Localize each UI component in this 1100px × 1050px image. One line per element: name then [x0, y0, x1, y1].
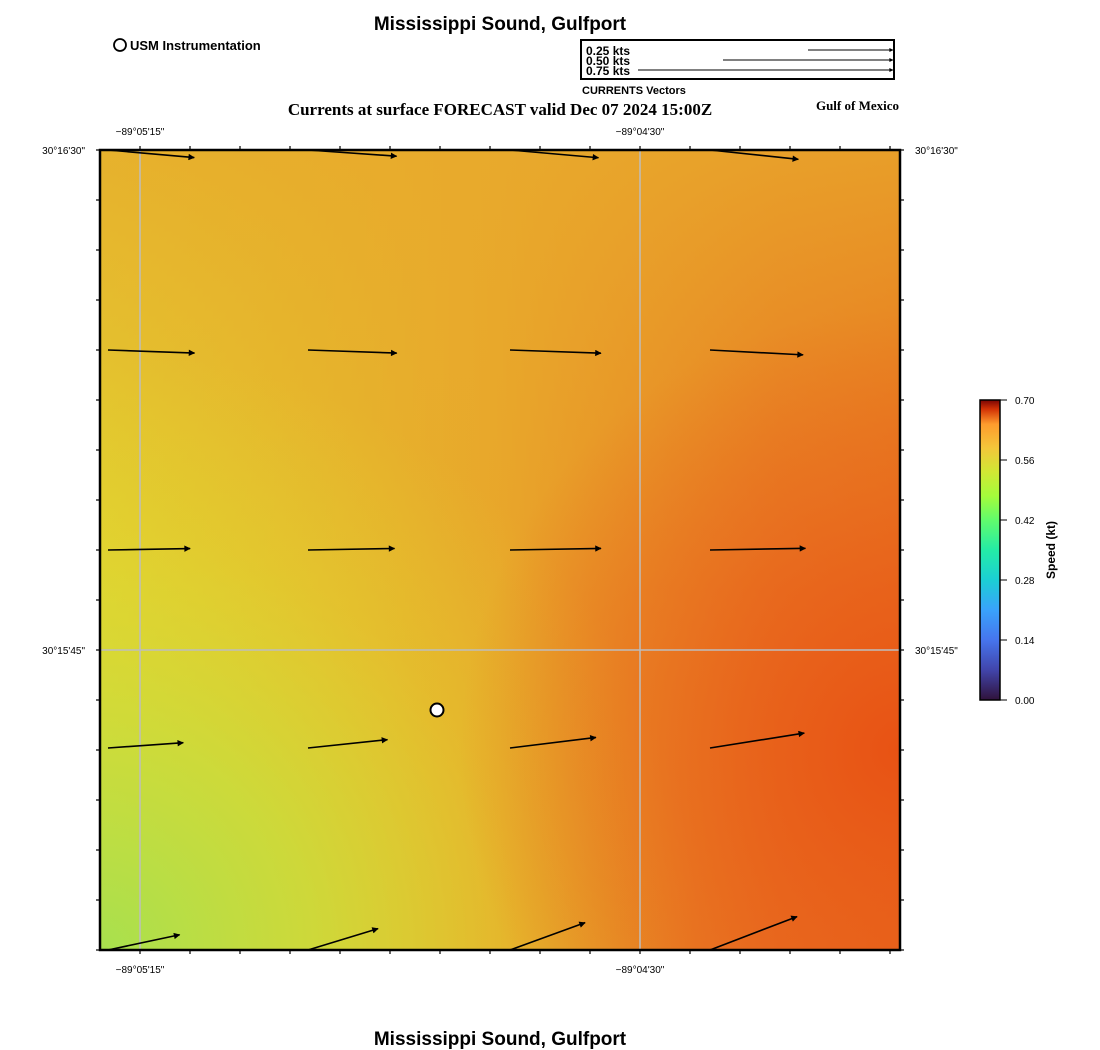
vector-scale-label-2: 0.75 kts: [586, 64, 630, 78]
colorbar-tick-3: 0.42: [1015, 516, 1035, 527]
lat-label-left-1: 30°15'45": [42, 646, 85, 657]
speed-field: [100, 150, 900, 950]
station-legend: USM Instrumentation: [113, 38, 261, 53]
current-vector-arrow: [107, 545, 191, 552]
vector-scale-label-1: 0.50 kts: [586, 54, 630, 68]
current-vector-arrow: [307, 927, 379, 951]
forecast-subtitle: Currents at surface FORECAST valid Dec 0…: [288, 100, 712, 119]
current-vector-arrow: [709, 730, 805, 749]
station-legend-label: USM Instrumentation: [130, 38, 261, 53]
current-vector-arrow: [709, 915, 798, 951]
lat-label-left-0: 30°16'30": [42, 146, 85, 157]
station-legend-marker-icon: [113, 38, 127, 52]
current-vector-arrow: [709, 149, 799, 162]
current-vector-arrow: [709, 545, 807, 552]
region-label: Gulf of Mexico: [816, 98, 899, 113]
lon-label-top-1: −89°04'30": [616, 127, 665, 138]
current-vector-arrow: [509, 545, 602, 552]
vector-legend-title: CURRENTS Vectors: [582, 85, 686, 97]
map-title: Mississippi Sound, Gulfport: [374, 14, 627, 35]
current-vector-arrow: [509, 734, 597, 749]
footer-title: Mississippi Sound, Gulfport: [374, 1029, 627, 1050]
colorbar-tick-5: 0.70: [1015, 396, 1035, 407]
speed-colorbar: 0.00 0.14 0.28 0.42 0.56 0.70 Speed (kt): [979, 396, 1058, 707]
current-vector-arrow: [107, 349, 196, 357]
colorbar-tick-0: 0.00: [1015, 696, 1035, 707]
vector-scale-legend: 0.25 kts 0.50 kts 0.75 kts CURRENTS Vect…: [580, 39, 895, 97]
colorbar-tick-2: 0.28: [1015, 576, 1035, 587]
current-vector-arrow: [307, 737, 389, 749]
current-vector-arrow: [107, 739, 184, 749]
lat-label-right-0: 30°16'30": [915, 146, 958, 157]
lat-label-right-1: 30°15'45": [915, 646, 958, 657]
current-vector-arrow: [709, 349, 804, 358]
vector-scale-label-0: 0.25 kts: [586, 44, 630, 58]
current-vector-arrow: [307, 545, 396, 552]
frame-ticks: [96, 146, 904, 954]
current-vector-arrow: [509, 149, 600, 161]
current-vector-arrow: [307, 349, 398, 357]
usm-station-marker[interactable]: [429, 702, 445, 718]
lon-label-bottom-1: −89°04'30": [616, 965, 665, 976]
colorbar-ramp: [979, 399, 1001, 701]
lon-label-bottom-0: −89°05'15": [116, 965, 165, 976]
current-vector-arrow: [509, 349, 602, 357]
colorbar-tick-4: 0.56: [1015, 456, 1035, 467]
colorbar-tick-1: 0.14: [1015, 636, 1035, 647]
current-vector-arrow: [509, 921, 586, 951]
current-vectors: [107, 149, 807, 951]
lon-label-top-0: −89°05'15": [116, 127, 165, 138]
colorbar-label: Speed (kt): [1044, 521, 1058, 579]
current-vector-arrow: [107, 149, 195, 161]
current-vector-arrow: [107, 932, 181, 951]
